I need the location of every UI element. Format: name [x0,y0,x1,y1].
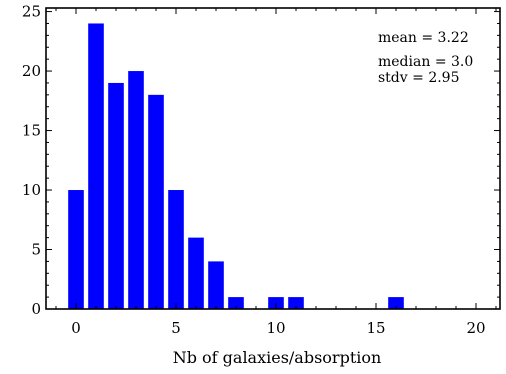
bar-3 [128,71,144,310]
bar-7 [208,261,224,309]
bar-0 [68,190,84,309]
annotation-mean: mean = 3.22 [378,30,469,46]
x-tick-label-20: 20 [466,319,485,337]
y-tick-label-20: 20 [22,62,41,80]
bar-16 [388,297,404,309]
x-tick-label-10: 10 [266,319,285,337]
y-tick-label-5: 5 [31,241,41,259]
bar-2 [108,82,124,309]
bar-8 [228,297,244,309]
y-tick-label-10: 10 [22,181,41,199]
bar-5 [168,190,184,309]
plot-frame [45,7,501,310]
y-tick-label-25: 25 [22,3,41,21]
annotation-median: median = 3.0 [378,54,473,70]
annotation-stdv: stdv = 2.95 [378,70,459,86]
ticks-group: 0 5 10 15 20 0 5 10 15 20 25 [22,3,500,337]
bar-1 [88,23,104,310]
bar-6 [188,237,204,309]
y-tick-label-15: 15 [22,122,41,140]
bar-4 [148,94,164,310]
bar-11 [288,297,304,309]
x-tick-label-5: 5 [171,319,181,337]
x-tick-label-0: 0 [71,319,81,337]
bars-group [68,23,404,310]
x-axis-label: Nb of galaxies/absorption [173,348,382,367]
x-tick-label-15: 15 [366,319,385,337]
y-tick-label-0: 0 [31,300,41,318]
